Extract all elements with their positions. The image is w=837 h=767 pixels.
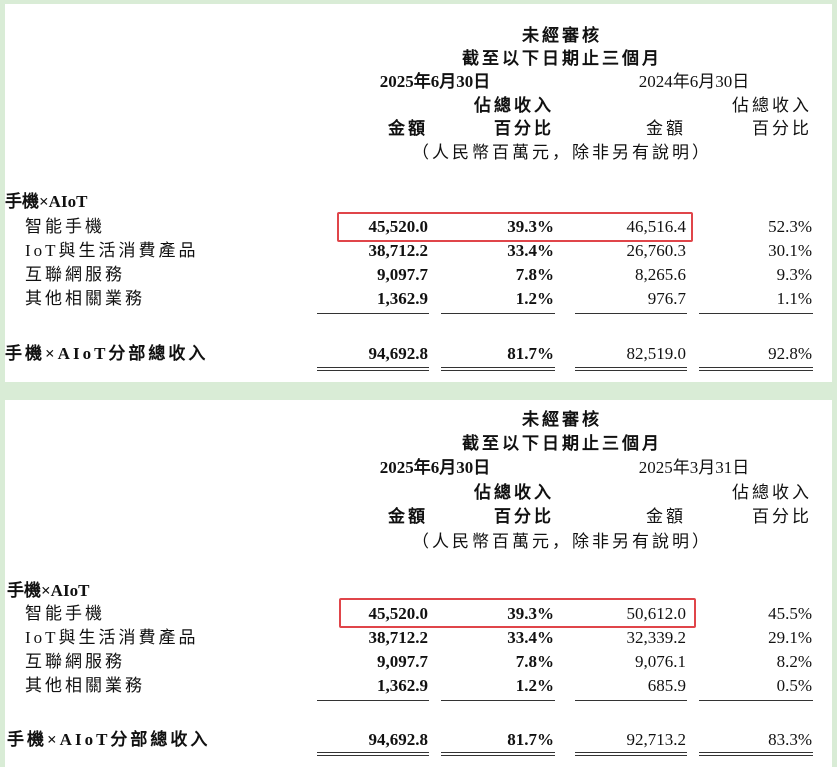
row-amount-current: 1,362.9	[377, 676, 428, 695]
row-pct-current: 33.4%	[507, 628, 554, 647]
row-label-smartphone: 智能手機	[25, 217, 105, 236]
row-amount-current: 9,097.7	[377, 652, 428, 671]
unit-note: （人民幣百萬元，除非另有說明）	[412, 532, 712, 551]
date-current-header: 2025年6月30日	[379, 72, 491, 91]
row-amount-current: 38,712.2	[368, 628, 429, 647]
total-double-line	[317, 367, 429, 371]
amount-header-current: 金額	[388, 119, 428, 138]
row-label-internet: 互聯網服務	[25, 265, 125, 284]
row-pct-compare: 45.5%	[768, 604, 812, 623]
row-amount-current: 1,362.9	[377, 289, 428, 308]
pct-header-line1-compare: 佔總收入	[732, 483, 812, 502]
subtotal-line	[699, 700, 813, 701]
row-pct-current: 7.8%	[515, 265, 554, 284]
total-amount-compare: 92,713.2	[626, 730, 687, 749]
row-pct-current: 39.3%	[507, 604, 554, 623]
row-amount-compare: 26,760.3	[626, 241, 687, 260]
date-compare-header: 2024年6月30日	[638, 72, 750, 91]
row-pct-current: 7.8%	[515, 652, 554, 671]
total-double-line	[575, 752, 687, 756]
row-pct-compare: 9.3%	[776, 265, 812, 284]
pct-header-line1-current: 佔總收入	[474, 483, 554, 502]
row-amount-compare: 976.7	[647, 289, 686, 308]
revenue-table-panel-1: 未經審核 截至以下日期止三個月 2025年6月30日 2024年6月30日 佔總…	[5, 4, 832, 382]
row-amount-compare: 46,516.4	[626, 217, 687, 236]
amount-header-compare: 金額	[646, 119, 686, 138]
subtotal-line	[317, 313, 429, 314]
row-label-other: 其他相關業務	[25, 676, 145, 695]
pct-header-line1-compare: 佔總收入	[732, 96, 812, 115]
row-amount-compare: 685.9	[647, 676, 686, 695]
subtotal-line	[575, 700, 687, 701]
row-pct-current: 1.2%	[515, 676, 554, 695]
total-pct-current: 81.7%	[507, 730, 554, 749]
period-label: 截至以下日期止三個月	[462, 434, 662, 453]
section-title: 手機×AIoT	[7, 581, 90, 600]
total-amount-compare: 82,519.0	[626, 344, 687, 363]
row-label-other: 其他相關業務	[25, 289, 145, 308]
unaudited-label: 未經審核	[522, 410, 602, 429]
row-amount-current: 45,520.0	[368, 604, 429, 623]
unit-note: （人民幣百萬元，除非另有說明）	[412, 143, 712, 162]
row-pct-compare: 0.5%	[776, 676, 812, 695]
unaudited-label: 未經審核	[522, 26, 602, 45]
total-amount-current: 94,692.8	[368, 730, 429, 749]
pct-header-line2-current: 百分比	[494, 119, 554, 138]
total-double-line	[699, 367, 813, 371]
subtotal-line	[441, 700, 555, 701]
date-current-header: 2025年6月30日	[379, 458, 491, 477]
amount-header-compare: 金額	[646, 507, 686, 526]
highlight-box	[337, 212, 693, 242]
highlight-box	[339, 598, 696, 628]
total-double-line	[317, 752, 429, 756]
subtotal-line	[317, 700, 429, 701]
total-double-line	[441, 752, 555, 756]
row-pct-compare: 1.1%	[776, 289, 812, 308]
pct-header-line2-compare: 百分比	[752, 507, 812, 526]
total-double-line	[575, 367, 687, 371]
row-amount-current: 9,097.7	[377, 265, 428, 284]
total-double-line	[699, 752, 813, 756]
section-title: 手機×AIoT	[5, 192, 88, 211]
row-label-iot: IoT與生活消費產品	[25, 628, 199, 647]
row-pct-compare: 8.2%	[776, 652, 812, 671]
row-amount-compare: 9,076.1	[635, 652, 686, 671]
amount-header-current: 金額	[388, 507, 428, 526]
total-amount-current: 94,692.8	[368, 344, 429, 363]
revenue-table-panel-2: 未經審核 截至以下日期止三個月 2025年6月30日 2025年3月31日 佔總…	[5, 400, 832, 767]
pct-header-line2-compare: 百分比	[752, 119, 812, 138]
row-amount-compare: 32,339.2	[626, 628, 687, 647]
subtotal-line	[441, 313, 555, 314]
row-amount-current: 45,520.0	[368, 217, 429, 236]
pct-header-line2-current: 百分比	[494, 507, 554, 526]
row-label-internet: 互聯網服務	[25, 652, 125, 671]
total-pct-compare: 83.3%	[768, 730, 812, 749]
row-amount-current: 38,712.2	[368, 241, 429, 260]
row-pct-current: 39.3%	[507, 217, 554, 236]
row-amount-compare: 8,265.6	[635, 265, 686, 284]
date-compare-header: 2025年3月31日	[638, 458, 750, 477]
row-label-iot: IoT與生活消費產品	[25, 241, 199, 260]
row-pct-compare: 30.1%	[768, 241, 812, 260]
row-amount-compare: 50,612.0	[626, 604, 687, 623]
total-label: 手機×AIoT分部總收入	[7, 730, 211, 749]
subtotal-line	[699, 313, 813, 314]
subtotal-line	[575, 313, 687, 314]
row-pct-current: 1.2%	[515, 289, 554, 308]
row-pct-compare: 29.1%	[768, 628, 812, 647]
total-double-line	[441, 367, 555, 371]
total-label: 手機×AIoT分部總收入	[5, 344, 209, 363]
row-pct-compare: 52.3%	[768, 217, 812, 236]
total-pct-compare: 92.8%	[768, 344, 812, 363]
total-pct-current: 81.7%	[507, 344, 554, 363]
period-label: 截至以下日期止三個月	[462, 49, 662, 68]
pct-header-line1-current: 佔總收入	[474, 96, 554, 115]
row-pct-current: 33.4%	[507, 241, 554, 260]
row-label-smartphone: 智能手機	[25, 604, 105, 623]
